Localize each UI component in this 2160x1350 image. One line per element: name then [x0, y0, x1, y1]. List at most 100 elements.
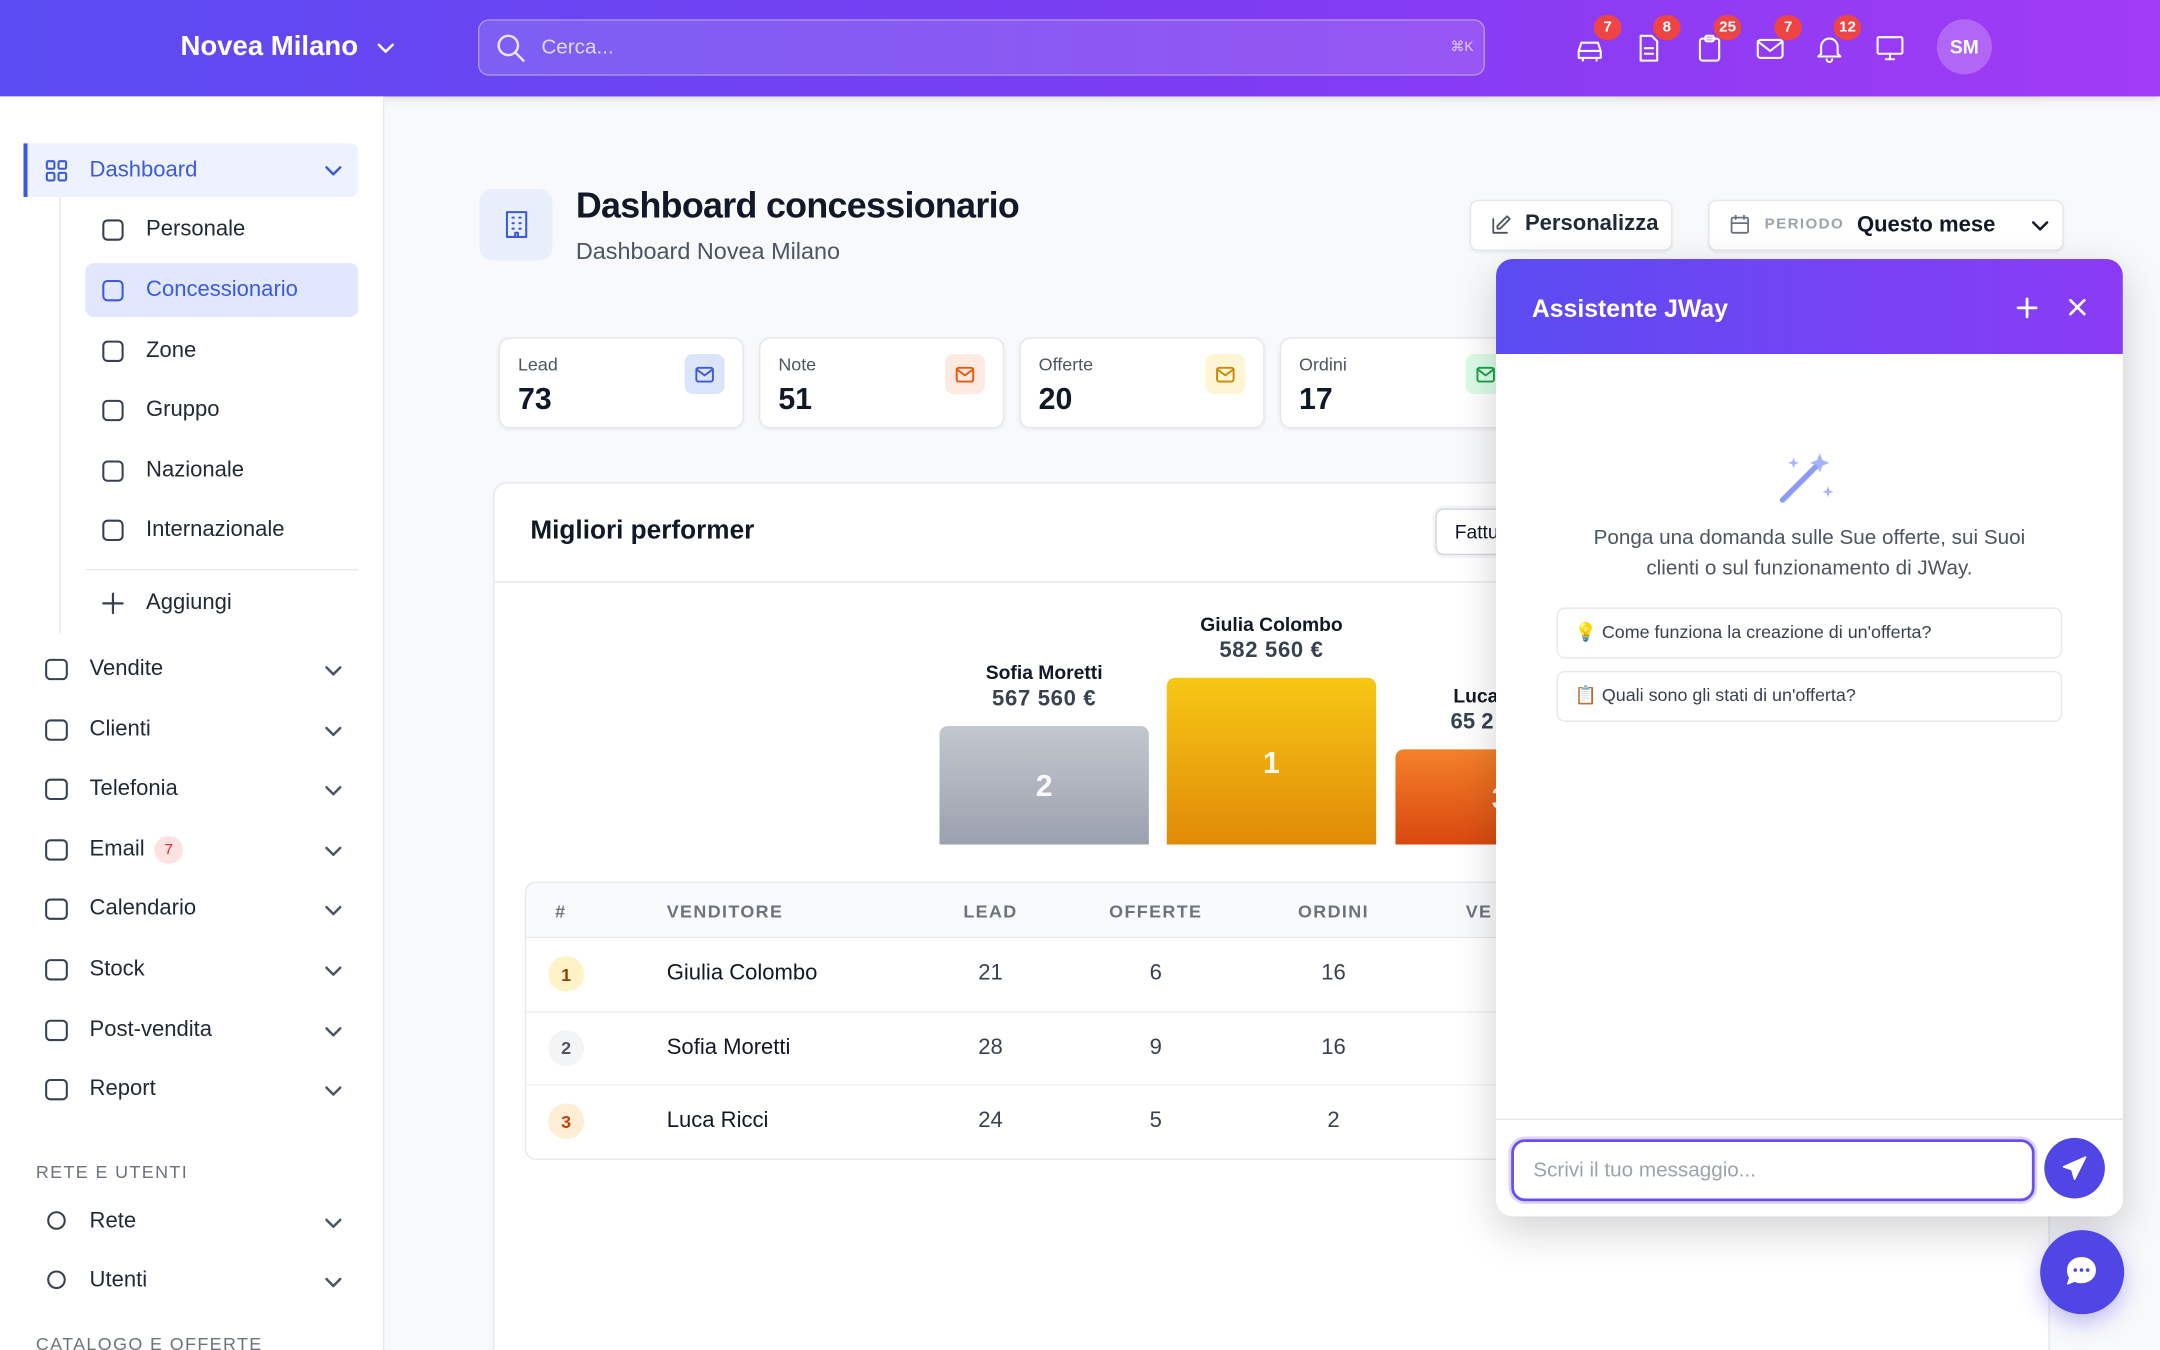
- stat-value: 20: [1038, 381, 1073, 417]
- stat-icon-box: [944, 354, 985, 394]
- page-title: Dashboard concessionario: [575, 184, 1020, 226]
- stat-label: Note: [778, 354, 817, 375]
- menu-label[interactable]: Clienti: [89, 717, 151, 742]
- submenu-label[interactable]: Internazionale: [146, 517, 285, 542]
- submenu-icon: [102, 340, 124, 362]
- notification-badge: 7: [1593, 15, 1622, 40]
- menu-icon: [45, 658, 68, 681]
- active-item: [23, 143, 359, 197]
- submenu-icon: [102, 460, 124, 482]
- submenu-label[interactable]: Concessionario: [146, 278, 298, 302]
- table-cell: 5: [1149, 1108, 1162, 1133]
- message-placeholder: Scrivi il tuo messaggio...: [1533, 1158, 1757, 1182]
- chevron: [325, 1027, 342, 1037]
- footer-divider: [1496, 1118, 2123, 1120]
- period-value[interactable]: Questo mese: [1856, 213, 1996, 237]
- table-header: #: [555, 900, 567, 922]
- table-cell: 16: [1321, 961, 1346, 985]
- add-label[interactable]: Aggiungi: [146, 590, 232, 615]
- podium-bar: [939, 725, 1149, 845]
- suggestion-button[interactable]: [1556, 670, 2063, 722]
- menu-label[interactable]: Telefonia: [89, 776, 178, 801]
- avatar[interactable]: SM: [1936, 19, 1992, 75]
- rank-badge: 2: [548, 1029, 585, 1066]
- table-cell: 6: [1149, 961, 1162, 985]
- brand[interactable]: Novea Milano: [180, 31, 359, 62]
- menu-badge: 7: [154, 836, 184, 864]
- suggestion-button[interactable]: [1556, 607, 2063, 659]
- stat-label: Ordini: [1299, 354, 1347, 375]
- page-subtitle: Dashboard Novea Milano: [575, 238, 841, 265]
- table-header: VE: [1465, 900, 1493, 922]
- active-subitem: [85, 263, 359, 317]
- chevron: [377, 43, 394, 53]
- table-header: LEAD: [963, 900, 1018, 922]
- rank-badge: 1: [548, 956, 585, 992]
- menu-label[interactable]: Post-vendita: [89, 1018, 213, 1042]
- table-cell: 24: [978, 1108, 1003, 1133]
- chevron: [325, 726, 342, 737]
- menu-label[interactable]: Rete: [89, 1209, 137, 1233]
- notification-badge: 12: [1833, 15, 1862, 40]
- table-cell: Luca Ricci: [666, 1108, 769, 1133]
- submenu-icon: [102, 279, 124, 302]
- search-icon: [497, 34, 525, 62]
- submenu-label[interactable]: Nazionale: [146, 458, 245, 483]
- submenu-icon: [102, 399, 124, 422]
- chevron: [2032, 221, 2049, 231]
- menu-icon: [47, 1270, 66, 1290]
- podium-name: Luca: [1453, 684, 1499, 707]
- submenu-label[interactable]: Personale: [146, 217, 246, 242]
- table-cell: Sofia Moretti: [666, 1035, 791, 1059]
- stat-icon: [1216, 366, 1235, 383]
- card-divider: [494, 581, 2049, 583]
- stat-icon: [695, 366, 714, 383]
- suggestion-label[interactable]: 💡 Come funziona la creazione di un'offer…: [1574, 621, 1932, 642]
- assistant-title: Assistente JWay: [1531, 294, 1729, 323]
- chevron: [325, 1086, 342, 1096]
- new-chat-button: [2016, 297, 2038, 319]
- menu-icon: [45, 898, 68, 920]
- menu-label[interactable]: Email: [89, 837, 145, 861]
- menu-label[interactable]: Report: [89, 1077, 156, 1101]
- period-label: PERIODO: [1764, 216, 1845, 233]
- stat-icon-box: [1205, 354, 1246, 394]
- menu-icon: [45, 1078, 68, 1101]
- podium-bar: [1166, 677, 1377, 845]
- row-divider: [526, 1084, 1902, 1086]
- title-icon-box: [479, 188, 553, 261]
- submenu-label[interactable]: Gruppo: [146, 398, 220, 422]
- message-input[interactable]: [1511, 1139, 2035, 1202]
- chevron: [325, 666, 342, 676]
- chevron: [325, 1277, 342, 1288]
- table-header: ORDINI: [1297, 900, 1369, 922]
- menu-label[interactable]: Vendite: [89, 657, 164, 681]
- notification-badge: 8: [1653, 15, 1681, 40]
- metric-select-label[interactable]: Fattu: [1454, 520, 1499, 543]
- podium-amount: 582 560 €: [1219, 639, 1324, 663]
- menu-label[interactable]: Dashboard: [89, 158, 198, 182]
- submenu-label[interactable]: Zone: [146, 338, 197, 363]
- stat-label: Lead: [517, 354, 558, 375]
- table-header: VENDITORE: [666, 900, 784, 922]
- submenu-icon: [102, 219, 124, 241]
- period-select[interactable]: [1708, 199, 2064, 251]
- submenu-icon: [102, 519, 124, 542]
- menu-label[interactable]: Stock: [89, 957, 145, 981]
- menu-label[interactable]: Utenti: [89, 1268, 148, 1293]
- title-icon: [505, 211, 528, 238]
- search-box[interactable]: [478, 19, 1485, 76]
- chevron: [325, 966, 342, 976]
- podium-amount: 65 2: [1450, 710, 1494, 735]
- send-icon: [2062, 1156, 2087, 1181]
- customize-label[interactable]: Personalizza: [1524, 212, 1659, 236]
- stat-value: 17: [1299, 381, 1333, 417]
- menu-label[interactable]: Calendario: [89, 896, 197, 921]
- header-icon: [1698, 34, 1721, 62]
- table-cell: 9: [1149, 1035, 1162, 1059]
- search-placeholder: Cerca...: [541, 35, 614, 60]
- edit-icon: [1492, 215, 1511, 234]
- suggestion-label[interactable]: 📋 Quali sono gli stati di un'offerta?: [1574, 684, 1856, 706]
